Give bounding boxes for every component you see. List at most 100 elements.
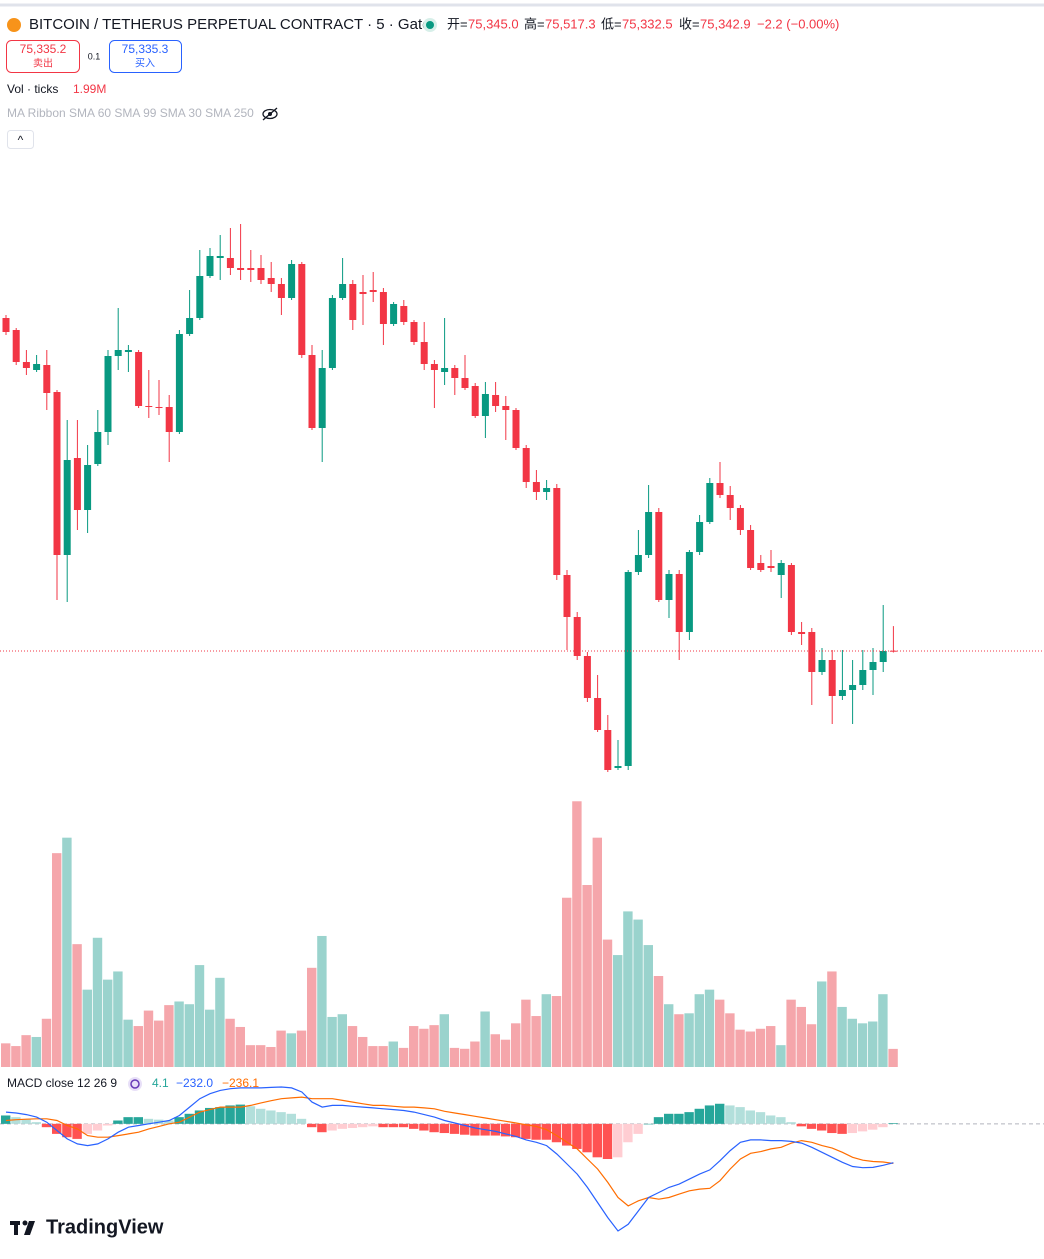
macd-value: −232.0 — [176, 1076, 213, 1090]
ohlc-label: 开= — [447, 16, 468, 31]
volume-bar — [766, 1026, 776, 1067]
volume-bar — [296, 1030, 307, 1067]
collapse-icon: ^ — [18, 133, 24, 147]
macd-histogram-bar — [276, 1112, 286, 1124]
volume-bar — [92, 937, 103, 1067]
volume-bar — [776, 1045, 786, 1067]
macd-histogram-bar — [245, 1106, 256, 1124]
candle-body — [318, 368, 326, 428]
candle-body — [369, 290, 377, 292]
candle-body — [828, 660, 836, 696]
volume-bar — [409, 1026, 419, 1067]
macd-histogram-bar — [164, 1120, 174, 1124]
macd-histogram-bar — [388, 1123, 398, 1128]
candle-body — [22, 362, 30, 368]
candle-body — [675, 574, 683, 632]
candle-body — [33, 364, 41, 370]
candle-body — [777, 563, 785, 575]
macd-histogram-bar — [215, 1107, 225, 1124]
candle-body — [390, 304, 398, 324]
macd-histogram-bar — [613, 1123, 623, 1158]
macd-legend: MACD close 12 26 9 — [7, 1076, 117, 1090]
candle-body — [339, 284, 347, 298]
buy-price: 75,335.3 — [122, 42, 169, 56]
candle-body — [308, 355, 316, 428]
volume-bar — [245, 1045, 256, 1067]
macd-histogram-bar — [419, 1123, 429, 1131]
volume-bar — [378, 1046, 388, 1067]
volume-bar — [684, 1013, 694, 1067]
ohlc-value: 75,517.3 — [545, 16, 596, 31]
volume-bar — [276, 1030, 286, 1067]
volume-bar — [868, 1021, 878, 1067]
macd-histogram-bar — [256, 1108, 266, 1124]
candle-body — [2, 318, 10, 332]
macd-histogram-bar — [817, 1123, 827, 1131]
candle-body — [124, 350, 132, 352]
candle-body — [359, 292, 367, 294]
volume-bar — [755, 1028, 766, 1067]
candle-body — [196, 276, 204, 318]
candle-body — [206, 256, 214, 276]
volume-bar — [52, 853, 62, 1067]
macd-histogram-bar — [41, 1123, 52, 1128]
macd-histogram-bar — [92, 1123, 103, 1131]
volume-bar — [41, 1018, 52, 1067]
logo-icon — [10, 1220, 35, 1235]
macd-histogram-bar — [511, 1123, 521, 1138]
candle-body — [512, 410, 520, 448]
volume-bar — [664, 1004, 674, 1067]
volume-bar — [551, 996, 562, 1067]
macd-histogram-bar — [521, 1123, 531, 1139]
candle-body — [328, 298, 336, 368]
volume-bar — [602, 939, 613, 1067]
volume-bar — [347, 1026, 358, 1067]
macd-histogram-bar — [786, 1122, 796, 1124]
volume-bar — [62, 837, 72, 1067]
macd-histogram-bar — [194, 1110, 205, 1124]
candle-body — [145, 406, 153, 407]
macd-histogram-bar — [582, 1123, 592, 1153]
volume-bar — [470, 1041, 480, 1067]
candle-body — [543, 488, 551, 492]
candle-body — [573, 617, 581, 656]
macd-histogram-bar — [1, 1115, 11, 1124]
macd-histogram-bar — [562, 1123, 572, 1146]
volume-bar — [103, 979, 113, 1067]
candle-body — [787, 565, 795, 632]
candle-body — [277, 284, 285, 298]
macd-histogram-bar — [664, 1113, 674, 1124]
macd-histogram-bar — [21, 1119, 31, 1124]
macd-histogram-bar — [378, 1123, 388, 1128]
ohlc-label: 低= — [601, 16, 622, 31]
volume-bar — [633, 919, 643, 1067]
candle-body — [594, 698, 602, 730]
macd-histogram-bar — [317, 1123, 327, 1133]
volume-bar — [786, 999, 796, 1067]
macd-histogram-bar — [296, 1118, 307, 1124]
volume-bar — [154, 1020, 164, 1067]
buy-button[interactable] — [109, 40, 182, 73]
macd-histogram-bar — [531, 1123, 541, 1140]
macd-histogram-bar — [205, 1107, 215, 1124]
macd-histogram-bar — [439, 1123, 449, 1134]
macd-histogram-bar — [684, 1112, 694, 1124]
volume-legend-value: 1.99M — [73, 82, 106, 96]
volume-bar — [796, 1006, 806, 1067]
sell-button[interactable] — [6, 40, 80, 73]
macd-histogram-bar — [745, 1110, 755, 1124]
collapse-button[interactable] — [7, 130, 34, 149]
refresh-icon[interactable] — [128, 1077, 142, 1091]
hidden-icon[interactable] — [262, 107, 278, 121]
candle-body — [400, 306, 408, 322]
candle-body — [757, 563, 765, 570]
macd-histogram-bar — [143, 1118, 154, 1124]
volume-bar — [72, 944, 82, 1067]
macd-histogram-bar — [796, 1123, 806, 1127]
signal-value: −236.1 — [222, 1076, 259, 1090]
candle-body — [226, 258, 234, 268]
candle-body — [451, 368, 459, 378]
volume-bar — [704, 989, 715, 1067]
